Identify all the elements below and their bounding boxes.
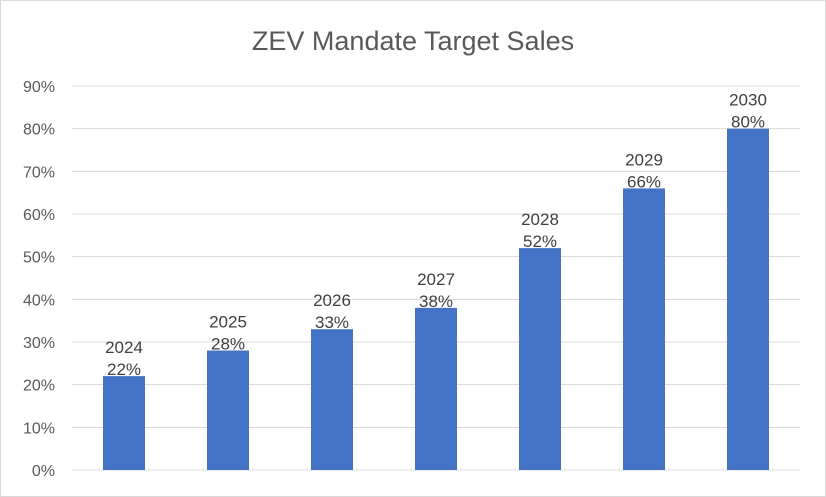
data-label-value: 52%	[523, 232, 557, 251]
data-label-value: 38%	[419, 292, 453, 311]
data-label-year: 2028	[521, 210, 559, 229]
y-tick-label: 40%	[23, 292, 55, 309]
y-tick-label: 10%	[23, 420, 55, 437]
data-label-year: 2024	[105, 338, 143, 357]
data-label-year: 2029	[625, 150, 663, 169]
data-label-value: 28%	[211, 335, 245, 354]
y-tick-label: 20%	[23, 378, 55, 395]
bar-2028	[519, 248, 561, 470]
gridlines	[72, 85, 800, 471]
bar-2030	[727, 128, 769, 470]
bar-2029	[623, 188, 665, 470]
data-label-value: 66%	[627, 172, 661, 191]
y-axis-ticks: 0% 10% 20% 30% 40% 50% 60% 70% 80% 90%	[23, 79, 55, 480]
data-label-value: 22%	[107, 360, 141, 379]
data-label-year: 2025	[209, 313, 247, 332]
y-tick-label: 80%	[23, 122, 55, 139]
bar-2024	[103, 376, 145, 470]
data-label-year: 2027	[417, 270, 455, 289]
bar-2027	[415, 307, 457, 470]
bar-2026	[311, 329, 353, 470]
bars	[103, 128, 769, 470]
data-label-value: 80%	[731, 113, 765, 132]
data-label-year: 2026	[313, 291, 351, 310]
y-tick-label: 0%	[32, 463, 55, 480]
chart-title: ZEV Mandate Target Sales	[252, 26, 574, 56]
bar-2025	[207, 350, 249, 470]
data-label-value: 33%	[315, 313, 349, 332]
y-tick-label: 70%	[23, 164, 55, 181]
y-tick-label: 30%	[23, 335, 55, 352]
data-label-year: 2030	[729, 91, 767, 110]
y-tick-label: 50%	[23, 250, 55, 267]
data-labels: 2024 22% 2025 28% 2026 33% 2027 38% 2028 52% 2029 6…	[105, 91, 767, 379]
y-tick-label: 60%	[23, 207, 55, 224]
y-tick-label: 90%	[23, 79, 55, 96]
